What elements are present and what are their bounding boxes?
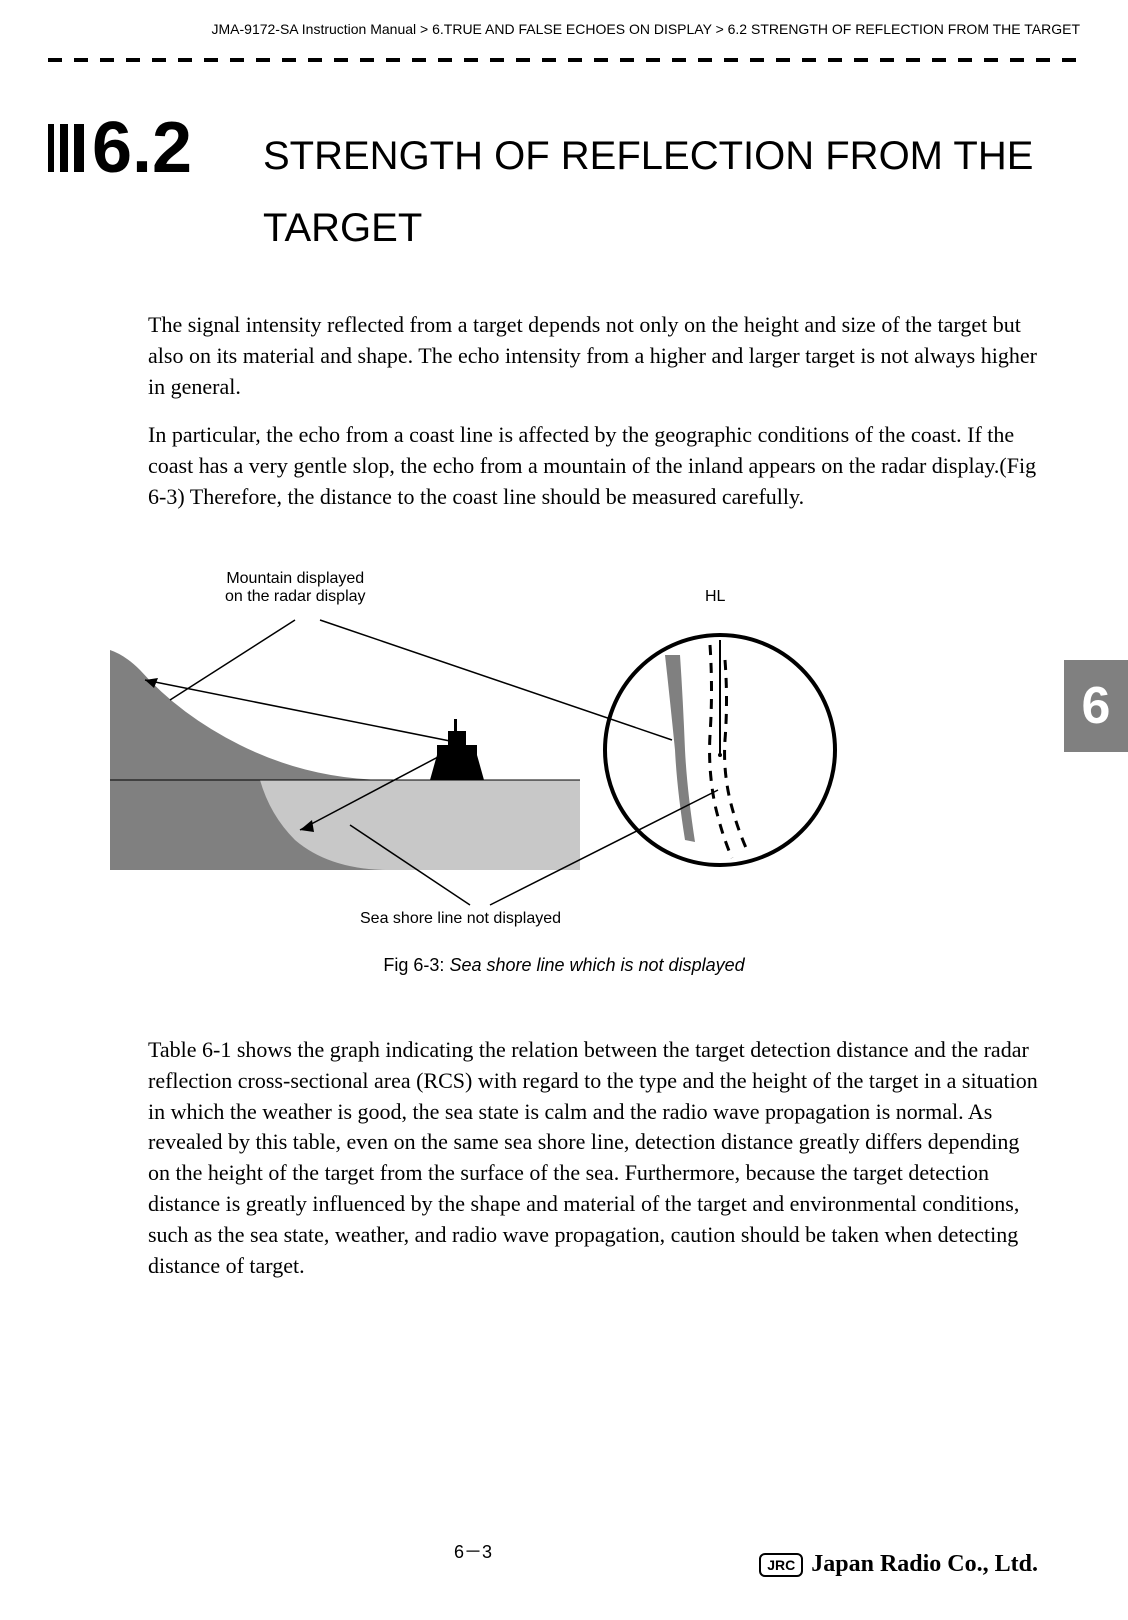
figure-svg xyxy=(110,570,910,950)
annotation-seashore: Sea shore line not displayed xyxy=(360,910,561,928)
annotation-hl: HL xyxy=(705,588,725,606)
section-title: STRENGTH OF REFLECTION FROM THE TARGET xyxy=(263,120,1080,264)
section-heading: 6.2 STRENGTH OF REFLECTION FROM THE TARG… xyxy=(48,112,1080,184)
annotation-mountain-line1: Mountain displayed xyxy=(225,570,366,588)
footer-logo: JRC Japan Radio Co., Ltd. xyxy=(759,1551,1038,1578)
figure-caption-label: Fig 6-3: xyxy=(383,955,444,975)
figure-caption-text: Sea shore line which is not displayed xyxy=(449,955,744,975)
jrc-script-logo: Japan Radio Co., Ltd. xyxy=(811,1551,1038,1578)
paragraph-2: In particular, the echo from a coast lin… xyxy=(148,420,1038,512)
figure-6-3: Mountain displayed on the radar display … xyxy=(110,570,910,950)
chapter-tab: 6 xyxy=(1064,660,1128,752)
section-number: 6.2 xyxy=(92,112,192,184)
page-number: 6－3 xyxy=(454,1538,492,1564)
paragraph-1: The signal intensity reflected from a ta… xyxy=(148,310,1038,402)
annotation-mountain: Mountain displayed on the radar display xyxy=(225,570,366,606)
jrc-box-logo: JRC xyxy=(759,1553,803,1577)
figure-caption: Fig 6-3: Sea shore line which is not dis… xyxy=(0,955,1128,976)
paragraph-3: Table 6-1 shows the graph indicating the… xyxy=(148,1035,1038,1281)
footer: 6－3 JRC Japan Radio Co., Ltd. xyxy=(0,1538,1128,1578)
header-divider xyxy=(48,58,1080,62)
section-bars-left xyxy=(48,124,84,172)
section-bars-right xyxy=(202,133,238,164)
breadcrumb: JMA-9172-SA Instruction Manual > 6.TRUE … xyxy=(48,20,1080,38)
annotation-mountain-line2: on the radar display xyxy=(225,588,366,606)
